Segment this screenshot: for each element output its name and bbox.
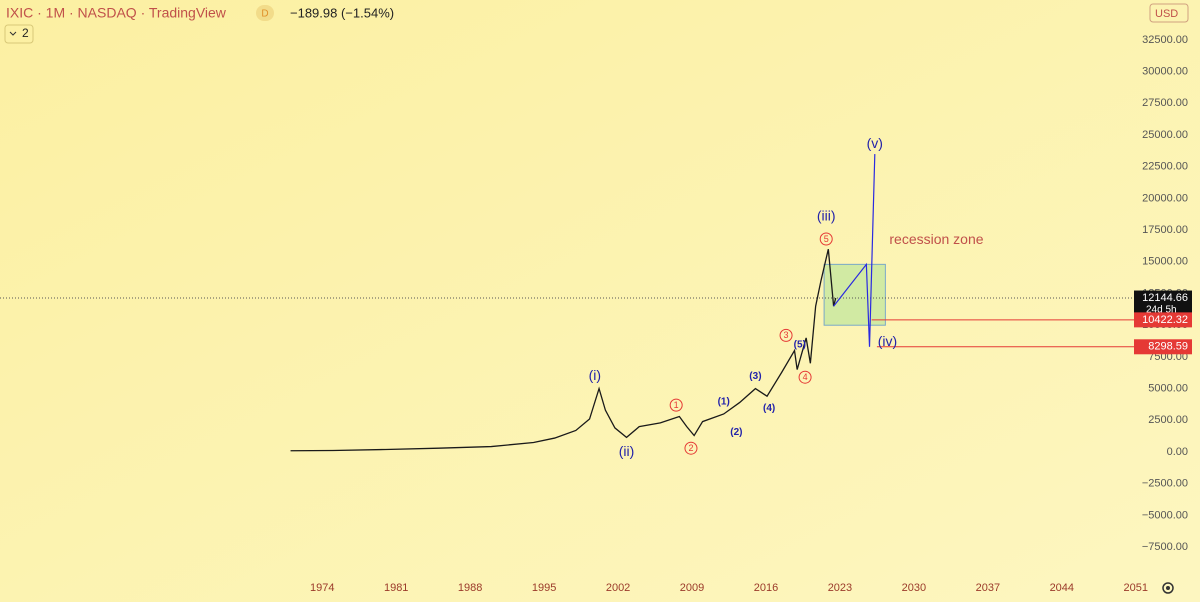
wave-label: (2) [730, 427, 742, 438]
x-tick-label: 2051 [1124, 582, 1148, 594]
wave-label: 1 [674, 400, 679, 410]
y-tick-label: 30000.00 [1142, 66, 1188, 78]
wave-circle [684, 441, 698, 455]
y-tick-label: 22500.00 [1142, 161, 1188, 173]
wave-circle [798, 370, 812, 384]
currency-button[interactable] [1149, 3, 1189, 23]
price-series [290, 248, 837, 452]
x-tick-label: 1981 [384, 582, 408, 594]
price-label-bg [1134, 312, 1192, 328]
price-label-bg [1134, 290, 1192, 317]
wave-circle [779, 328, 793, 342]
x-tick-label: 2023 [828, 582, 852, 594]
wave-circle [669, 398, 683, 412]
x-tick-label: 2002 [606, 582, 630, 594]
y-tick-label: −7500.00 [1142, 541, 1188, 553]
price-countdown: 24d 5h [1146, 305, 1177, 316]
symbol[interactable]: IXIC · 1M · NASDAQ · TradingView [6, 5, 227, 21]
wave-label: 4 [803, 372, 808, 382]
indicator-toggle[interactable] [4, 24, 34, 44]
wave-label: (i) [589, 367, 601, 383]
y-tick-label: 5000.00 [1148, 383, 1188, 395]
plot-area [0, 154, 1140, 455]
zone-label: recession zone [889, 231, 983, 247]
currency: USD [1155, 8, 1178, 20]
change: −189.98 (−1.54%) [290, 5, 394, 20]
x-tick-label: 2009 [680, 582, 704, 594]
x-tick-label: 2037 [976, 582, 1000, 594]
y-tick-label: 25000.00 [1142, 129, 1188, 141]
y-tick-label: 20000.00 [1142, 192, 1188, 204]
price-label: 12144.66 [1142, 292, 1188, 304]
wave-label: 5 [824, 234, 829, 244]
x-tick-label: 2044 [1050, 582, 1074, 594]
wave-label: 3 [784, 330, 789, 340]
y-tick-label: 15000.00 [1142, 256, 1188, 268]
price-label: 10422.32 [1142, 314, 1188, 326]
y-tick-label: 0.00 [1167, 446, 1188, 458]
projection [833, 154, 876, 347]
y-tick-label: −2500.00 [1142, 478, 1188, 490]
wave-label: 2 [688, 443, 693, 453]
x-tick-label: 2016 [754, 582, 778, 594]
wave-label: (iii) [817, 207, 836, 223]
indicator-count: 2 [22, 26, 29, 40]
y-tick-label: 17500.00 [1142, 224, 1188, 236]
wave-label: (4) [763, 403, 775, 414]
wave-circle [819, 232, 833, 246]
y-tick-label: −5000.00 [1142, 509, 1188, 521]
y-tick-label: 27500.00 [1142, 97, 1188, 109]
y-tick-label: 32500.00 [1142, 34, 1188, 46]
x-tick-label: 1988 [458, 582, 482, 594]
wave-label: (ii) [619, 443, 635, 459]
wave-label: (5) [794, 339, 806, 350]
wave-label: (iv) [878, 333, 897, 349]
wave-label: (v) [867, 135, 883, 151]
wave-label: (1) [718, 396, 730, 407]
chevron [9, 31, 17, 36]
price-label-bg [1134, 339, 1192, 355]
settings-icon[interactable] [1162, 582, 1174, 594]
x-tick-label: 2030 [902, 582, 926, 594]
price-label: 8298.59 [1148, 341, 1188, 353]
y-tick-label: 2500.00 [1148, 414, 1188, 426]
recession-zone [823, 263, 886, 326]
wave-label: (3) [749, 371, 761, 382]
x-tick-label: 1995 [532, 582, 556, 594]
badge-bg [256, 5, 274, 21]
badge: D [261, 9, 268, 20]
x-tick-label: 1974 [310, 582, 334, 594]
